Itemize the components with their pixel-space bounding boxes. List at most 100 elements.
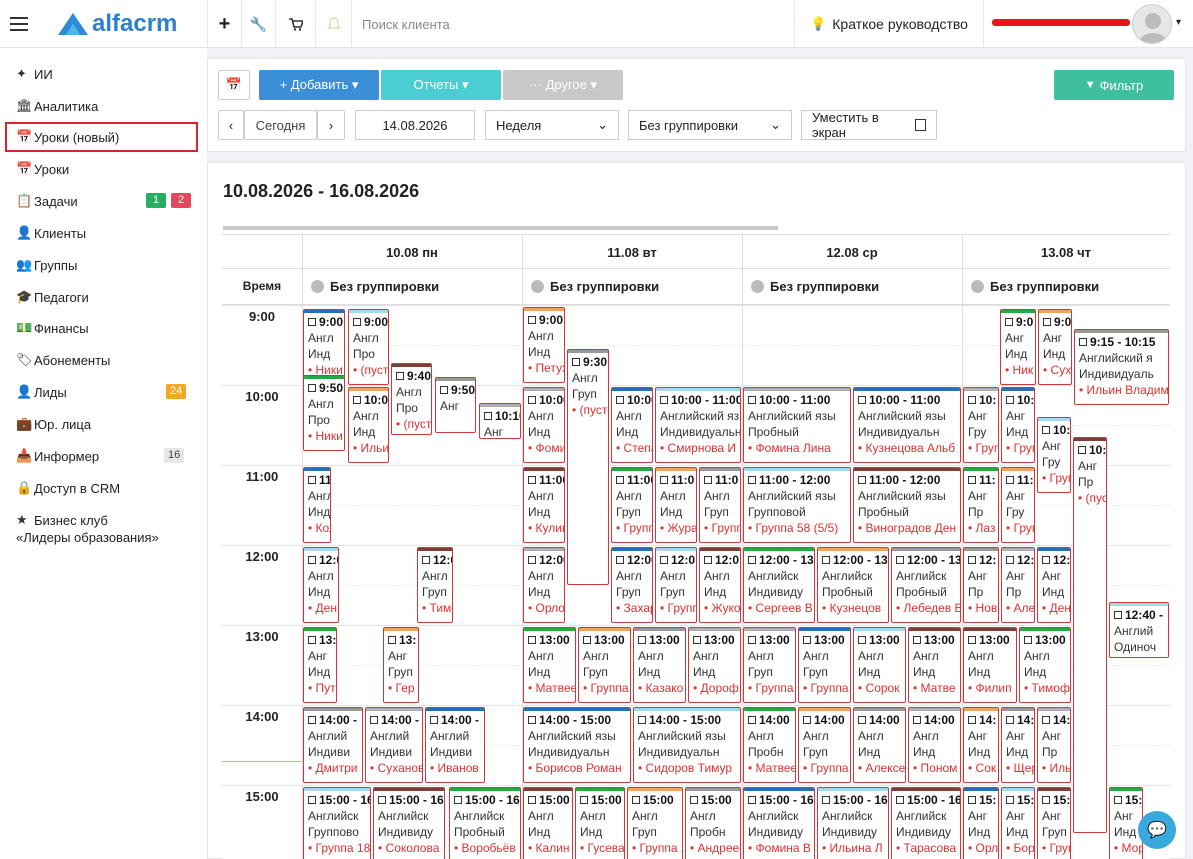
event-card[interactable]: 11:00 - 12:00 Английский язы Групповой • Гр… [743,467,851,543]
calendar-toggle-button[interactable]: 📅 [218,70,250,100]
event-card[interactable]: 11:Анг Гру • Груп [1001,467,1035,543]
wrench-icon[interactable]: 🔧 [242,0,276,48]
event-card[interactable]: 15:00 - 16 Английск Индивиду • Тарасова [891,787,961,859]
event-card[interactable]: 15:00 Англ Инд • Калин [523,787,573,859]
caret-down-icon[interactable]: ▾ [1176,17,1182,28]
event-card[interactable]: 13:00 Англ Инд • Дороф [688,627,741,703]
sidebar-item-tasks[interactable]: 📋 Задачи 1 2 [8,186,198,216]
next-week-button[interactable]: › [317,110,345,140]
bell-icon[interactable] [316,0,352,48]
view-select[interactable]: Неделя ⌄ [485,110,619,140]
event-card[interactable]: 9:00 Англ Инд • Петух [523,307,565,383]
guide-button[interactable]: 💡 Краткое руководство [794,0,984,48]
event-card[interactable]: 9:00 Англ Инд • Ники [303,309,345,385]
event-card[interactable]: 14:00 - 15:00 Английский язы Индивидуальн •… [633,707,741,783]
event-card[interactable]: 10:Анг Гру • Груп [1037,417,1071,493]
event-card[interactable]: 15:00 - 16 Английск Индивиду • Ильина Л [817,787,889,859]
event-card[interactable]: 9:00 Англ Про • (пуст [348,309,389,385]
sidebar-item-clients[interactable]: 👤 Клиенты [16,225,87,241]
sidebar-item-lessons-new[interactable]: 📅 Уроки (новый) [5,122,198,152]
event-card[interactable]: 13:00 Англ Инд • Филип [963,627,1017,703]
cart-icon[interactable] [276,0,316,48]
brand-logo[interactable]: alfacrm [38,0,208,48]
event-card[interactable]: 10:10Анг [479,403,521,439]
event-card[interactable]: 10:00 - 11:00 Английский яз Индивидуальн • … [655,387,741,463]
fit-screen-checkbox[interactable]: Уместить в экран [801,110,937,140]
event-card[interactable]: 13:00 Англ Инд • Казако [633,627,686,703]
sidebar-item-finance[interactable]: 💵 Финансы [16,320,89,336]
event-card[interactable]: 12:00 - 13 Английск Пробный • Кузнецов [817,547,889,623]
sidebar-item-subscriptions[interactable]: 🏷 Абонементы [16,352,111,368]
event-card[interactable]: 14:00 Англ Инд • Алексе [853,707,906,783]
event-card[interactable]: 9:50 Англ Про • Ники [303,375,345,451]
chat-widget-button[interactable]: 💬 [1138,811,1176,849]
sidebar-item-legal[interactable]: 💼 Юр. лица [16,416,92,432]
menu-icon[interactable] [0,0,38,48]
event-card[interactable]: 14:00 - Англий Индиви • Суханов [365,707,423,783]
event-card[interactable]: 15:00 Англ Инд • Гусева [575,787,625,859]
sidebar-item-groups[interactable]: 👥 Группы [16,257,78,273]
event-card[interactable]: 9:50 Анг [435,377,476,433]
sidebar-item-ai[interactable]: ✦ ИИ [16,66,53,82]
event-card[interactable]: 10:00 - 11:00 Английский язы Пробный • Фоми… [743,387,851,463]
event-card[interactable]: 15:Анг Груп • Груп [1037,787,1071,859]
event-card[interactable]: 9:15 - 10:15 Английский я Индивидуаль • Иль… [1074,329,1169,405]
event-card[interactable]: 12: Анг Инд • Ден [1037,547,1071,623]
event-card[interactable]: 15:00 - 16 Английск Индивиду • Фомина В [743,787,815,859]
event-card[interactable]: 10:0 Англ Инд • Ильи [348,387,389,463]
event-card[interactable]: 15: Анг Инд • Бор [1001,787,1035,859]
sidebar-item-crm-access[interactable]: 🔒 Доступ в CRM [16,480,121,496]
event-card[interactable]: 12: Анг Пр • Але [1001,547,1035,623]
event-card[interactable]: 12: Анг Пр • Нов [963,547,999,623]
event-card[interactable]: 14:00 Англ Пробн • Матвее [743,707,796,783]
search-input[interactable]: Поиск клиента [352,9,782,39]
event-card[interactable]: 12:40 - Англий Одиноч [1109,602,1169,658]
event-card[interactable]: 9:40 Англ Про • (пуст [391,363,432,435]
sidebar-item-informer[interactable]: 📥 Информер 16 [8,441,198,471]
sidebar-item-business-club[interactable]: ★ Бизнес клуб [16,512,108,528]
other-button[interactable]: ··· Другое ▾ [503,70,623,100]
event-card[interactable]: 15: Анг Инд • Орл [963,787,999,859]
event-card[interactable]: 11:0 Англ Инд • Жура [655,467,697,543]
event-card[interactable]: 14:00 - Англий Индиви • Иванов [425,707,485,783]
event-card[interactable]: 14: Анг Пр • Иль [1037,707,1071,783]
event-card[interactable]: 10:00 - 11:00 Английский язы Индивидуальн •… [853,387,961,463]
event-card[interactable]: 10:Анг Инд • Груп [1001,387,1035,463]
event-card[interactable]: 13:00 Англ Инд • Сорок [853,627,906,703]
reports-button[interactable]: Отчеты ▾ [381,70,501,100]
event-card[interactable]: 15:00 - 16 Английск Индивиду • Соколова [373,787,445,859]
avatar[interactable] [1132,4,1172,44]
event-card[interactable]: 13:00 Англ Инд • Матвее [523,627,576,703]
event-card[interactable]: 13:00 Англ Инд • Матве [908,627,961,703]
event-card[interactable]: 15: Анг Инд • Мор [1109,787,1143,859]
event-card[interactable]: 15:00 - 16 Английск Пробный • Воробьёв [449,787,521,859]
event-card[interactable]: 11: Анг Пр • Лаз [963,467,999,543]
today-button[interactable]: Сегодня [244,110,317,140]
event-card[interactable]: 12:00 - 13 Английск Пробный • Лебедев В [891,547,961,623]
event-card[interactable]: 13: Анг Инд • Пут [303,627,337,703]
event-card[interactable]: 13:00 Англ Инд • Тимоф [1019,627,1071,703]
event-card[interactable]: 15:00 Англ Пробн • Андрее [685,787,741,859]
horizontal-scrollbar[interactable] [223,226,778,230]
event-card[interactable]: 10: Анг Пр • (пус [1073,437,1107,833]
grouping-select[interactable]: Без группировки ⌄ [628,110,792,140]
add-button[interactable]: + Добавить ▾ [259,70,379,100]
event-card[interactable]: 12:00 - 13 Английск Индивиду • Сергеев В [743,547,815,623]
sidebar-item-teachers[interactable]: 🎓 Педагоги [16,289,89,305]
event-card[interactable]: 11:00 - 12:00 Английский язы Пробный • Вино… [853,467,961,543]
